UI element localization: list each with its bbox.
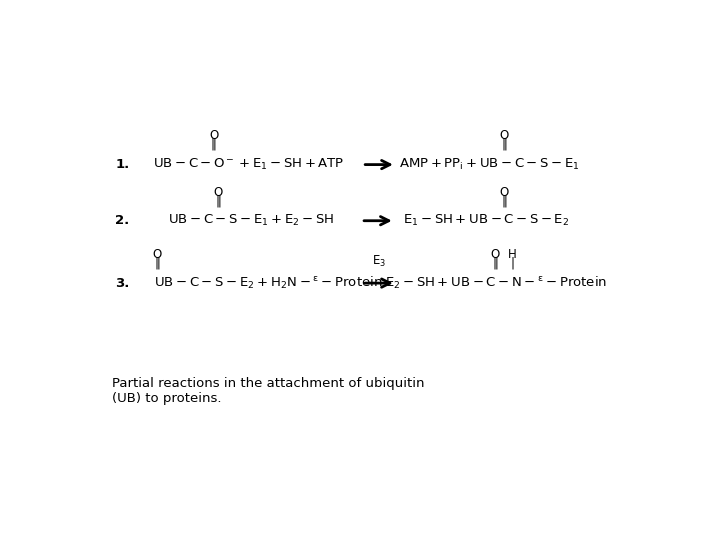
Text: O: O — [153, 248, 161, 261]
Text: $\mathsf{E_2-SH+UB-C-N-^\varepsilon-Protein}$: $\mathsf{E_2-SH+UB-C-N-^\varepsilon-Prot… — [385, 275, 607, 291]
Text: ‖: ‖ — [215, 194, 221, 207]
Text: $\mathsf{AMP+PP_i+UB-C-S-E_1}$: $\mathsf{AMP+PP_i+UB-C-S-E_1}$ — [399, 157, 580, 172]
Text: ‖: ‖ — [211, 137, 217, 150]
Text: O: O — [210, 129, 218, 141]
Text: ‖: ‖ — [492, 256, 498, 269]
Text: 3.: 3. — [115, 276, 130, 289]
Text: ‖: ‖ — [501, 194, 507, 207]
Text: $\mathsf{E_1-SH+UB-C-S-E_2}$: $\mathsf{E_1-SH+UB-C-S-E_2}$ — [403, 213, 570, 228]
Text: $\mathsf{E_3}$: $\mathsf{E_3}$ — [372, 254, 386, 269]
Text: O: O — [490, 248, 500, 261]
Text: ‖: ‖ — [154, 256, 160, 269]
Text: O: O — [500, 186, 508, 199]
Text: |: | — [510, 256, 514, 269]
Text: $\mathsf{UB-C-S-E_1+E_2-SH}$: $\mathsf{UB-C-S-E_1+E_2-SH}$ — [168, 213, 334, 228]
Text: $\mathsf{UB-C-O^-+E_1-SH+ATP}$: $\mathsf{UB-C-O^-+E_1-SH+ATP}$ — [153, 157, 345, 172]
Text: ‖: ‖ — [501, 137, 507, 150]
Text: O: O — [214, 186, 223, 199]
Text: O: O — [500, 129, 508, 141]
Text: Partial reactions in the attachment of ubiquitin
(UB) to proteins.: Partial reactions in the attachment of u… — [112, 377, 425, 404]
Text: 1.: 1. — [115, 158, 130, 171]
Text: H: H — [508, 248, 517, 261]
Text: 2.: 2. — [115, 214, 130, 227]
Text: $\mathsf{UB-C-S-E_2+H_2N-^\varepsilon-Protein}$: $\mathsf{UB-C-S-E_2+H_2N-^\varepsilon-Pr… — [154, 275, 383, 291]
